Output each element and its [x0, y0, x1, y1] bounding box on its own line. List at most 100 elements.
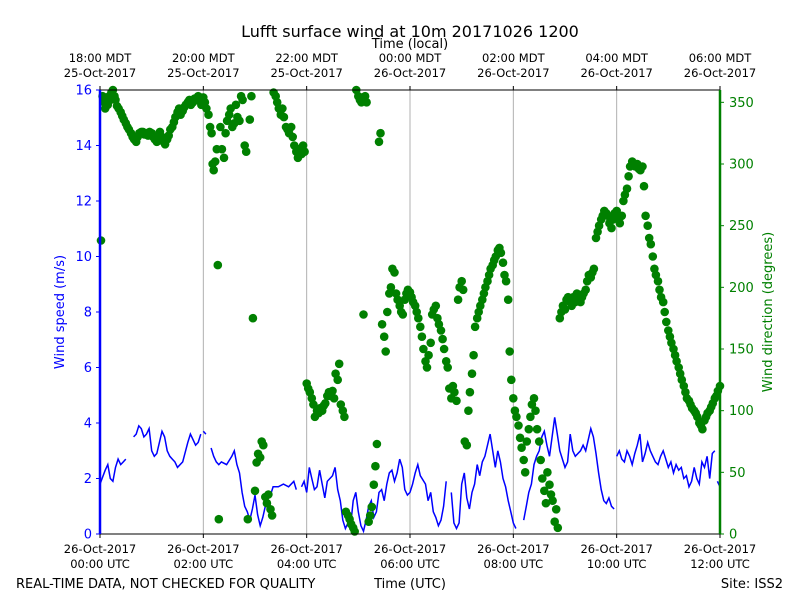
wind-direction-point: [581, 285, 590, 295]
wind-direction-point: [255, 453, 265, 462]
wind-direction-point: [431, 301, 441, 311]
wind-direction-point: [365, 511, 375, 520]
wind-direction-point: [698, 424, 707, 434]
wind-direction-point: [465, 387, 475, 397]
data-layer: [96, 85, 725, 536]
wind-direction-point: [512, 412, 521, 422]
wind-direction-point: [340, 412, 349, 422]
vertical-grid: [202, 90, 618, 534]
wind-direction-point: [501, 276, 511, 286]
chart-title: Lufft surface wind at 10m 20171026 1200: [241, 22, 579, 41]
wind-direction-point: [213, 260, 223, 270]
top-tick-time: 22:00 MDT: [275, 51, 339, 65]
wind-direction-point: [362, 98, 371, 107]
wind-direction-point: [264, 490, 273, 499]
left-tick-label: 8: [84, 306, 92, 321]
wind-direction-point: [329, 394, 339, 403]
wind-direction-point: [209, 165, 218, 175]
wind-speed-line: [210, 447, 298, 529]
wind-direction-point: [522, 437, 532, 446]
wind-direction-point: [452, 396, 461, 406]
left-tick-label: 2: [84, 472, 92, 487]
wind-direction-point: [417, 332, 427, 342]
wind-direction-point: [532, 424, 542, 434]
left-axis-label: Wind speed (m/s): [53, 255, 68, 369]
wind-speed-line: [522, 417, 615, 521]
wind-direction-point: [457, 276, 467, 286]
wind-direction-point: [540, 486, 549, 496]
bottom-tick-date: 26-Oct-2017: [374, 542, 446, 556]
wind-direction-point: [509, 394, 518, 403]
wind-direction-point: [328, 386, 337, 396]
wind-direction-point: [279, 112, 289, 122]
wind-direction-point: [453, 295, 463, 305]
wind-direction-point: [450, 387, 459, 397]
wind-direction-point: [551, 505, 561, 514]
right-tick-label: 100: [729, 404, 754, 419]
bottom-tick-time: 00:00 UTC: [70, 557, 130, 571]
wind-direction-point: [383, 307, 392, 317]
wind-direction-point: [639, 181, 649, 191]
left-tick-label: 16: [75, 84, 92, 99]
top-tick-time: 18:00 MDT: [69, 51, 133, 65]
wind-direction-point: [390, 268, 399, 277]
bottom-tick-date: 26-Oct-2017: [270, 542, 342, 556]
wind-direction-point: [300, 147, 309, 156]
wind-direction-point: [371, 461, 380, 471]
wind-direction-point: [462, 440, 472, 450]
top-tick-date: 25-Oct-2017: [167, 66, 239, 80]
top-tick-date: 25-Oct-2017: [270, 66, 342, 80]
wind-direction-point: [643, 221, 652, 230]
wind-direction-point: [470, 322, 480, 332]
wind-direction-point: [534, 437, 544, 446]
wind-direction-point: [439, 344, 449, 354]
wind-direction-point: [245, 115, 255, 124]
wind-direction-point: [496, 248, 506, 258]
wind-speed-line: [202, 430, 207, 435]
wind-direction-point: [560, 305, 570, 314]
bottom-tick-time: 02:00 UTC: [174, 557, 234, 571]
wind-direction-point: [286, 122, 296, 132]
site-label: Site: ISS2: [721, 577, 783, 592]
tick-labels: 0 2 4 6 8 10 12 14 16 0 50 100 150 200 250 300 350 26-Oct…: [64, 51, 756, 571]
wind-direction-point: [422, 363, 432, 372]
top-tick-time: 02:00 MDT: [482, 51, 546, 65]
wind-direction-point: [505, 347, 514, 356]
wind-direction-point: [655, 285, 664, 295]
wind-direction-point: [247, 91, 256, 101]
wind-direction-point: [615, 218, 625, 228]
wind-direction-point: [416, 322, 425, 332]
wind-speed-line: [450, 433, 517, 531]
wind-direction-point: [515, 433, 525, 443]
right-tick-label: 300: [729, 158, 754, 173]
top-axis-label: Time (local): [371, 37, 448, 52]
wind-direction-point: [367, 502, 377, 512]
top-tick-time: 06:00 MDT: [689, 51, 753, 65]
wind-direction-point: [436, 326, 446, 335]
left-tick-label: 12: [75, 195, 92, 210]
wind-direction-point: [309, 400, 318, 409]
right-tick-label: 50: [729, 466, 746, 481]
wind-direction-point: [321, 399, 330, 408]
wind-speed-line: [616, 433, 716, 490]
top-tick-date: 26-Oct-2017: [684, 66, 756, 80]
wind-direction-point: [426, 338, 436, 348]
bottom-axis-label: Time (UTC): [373, 577, 446, 592]
wind-direction-point: [653, 276, 663, 286]
wind-direction-point: [622, 184, 632, 193]
wind-direction-point: [207, 128, 216, 138]
wind-direction-point: [548, 496, 557, 506]
wind-direction-point: [524, 424, 534, 434]
left-tick-label: 14: [75, 139, 92, 154]
wind-direction-point: [607, 223, 616, 233]
wind-direction-point: [531, 406, 540, 416]
left-tick-label: 0: [84, 528, 92, 543]
wind-direction-point: [507, 375, 516, 385]
wind-direction-point: [458, 285, 468, 295]
wind-direction-point: [376, 128, 385, 138]
wind-direction-point: [221, 128, 230, 138]
wind-direction-point: [216, 122, 225, 132]
wind-direction-point: [469, 350, 478, 360]
wind-direction-point: [231, 100, 241, 110]
wind-direction-point: [638, 162, 647, 171]
